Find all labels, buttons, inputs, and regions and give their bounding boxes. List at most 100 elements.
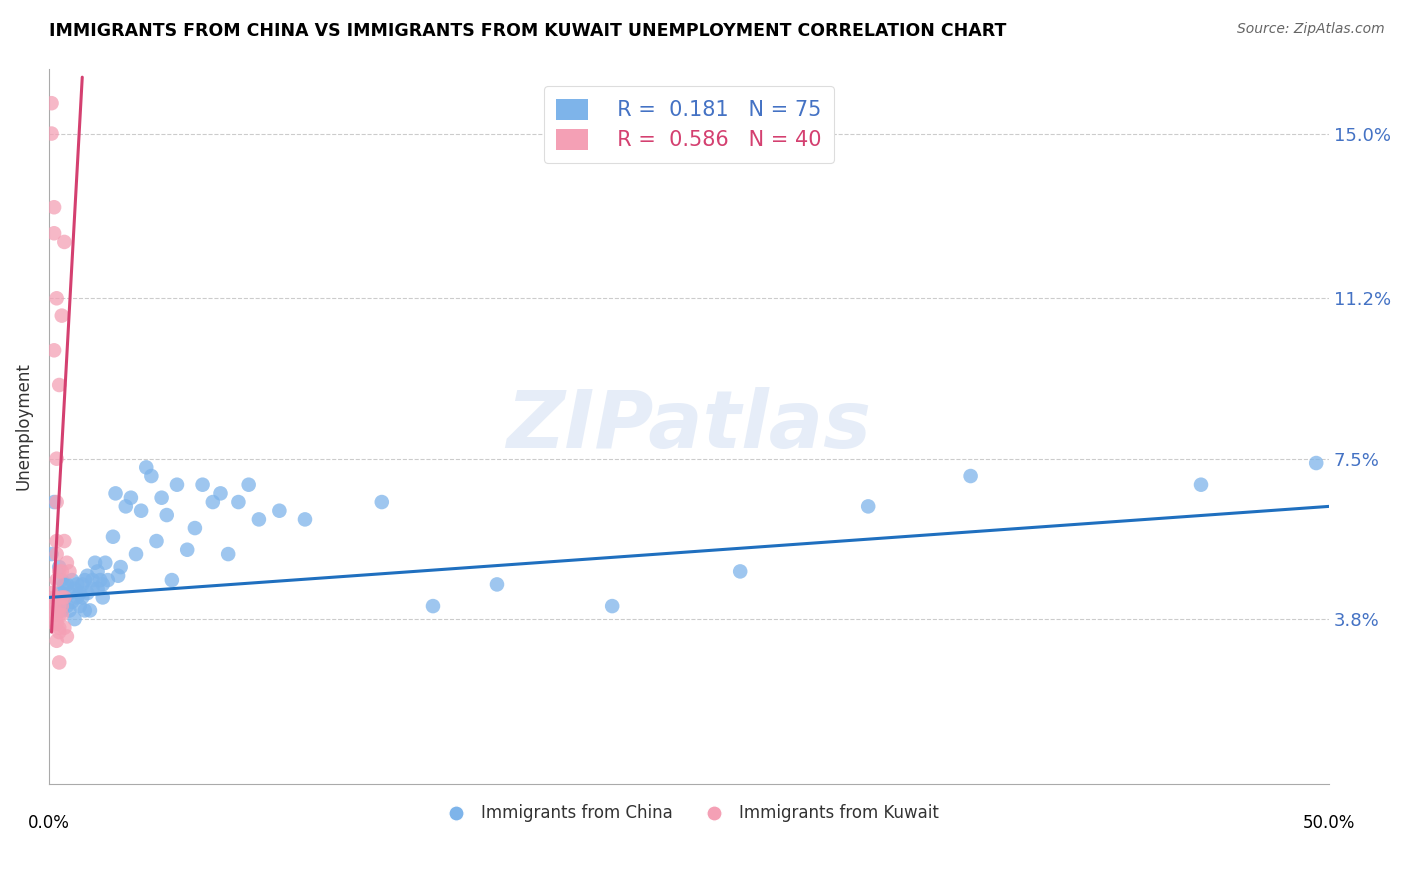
- Point: [51, 603, 73, 617]
- Point: [66, 577, 89, 591]
- Point: [42, 607, 65, 622]
- Point: [82, 573, 104, 587]
- Point: [107, 568, 129, 582]
- Point: [48, 607, 70, 622]
- Point: [72, 577, 94, 591]
- Point: [42, 616, 65, 631]
- Point: [89, 573, 111, 587]
- Text: IMMIGRANTS FROM CHINA VS IMMIGRANTS FROM KUWAIT UNEMPLOYMENT CORRELATION CHART: IMMIGRANTS FROM CHINA VS IMMIGRANTS FROM…: [49, 22, 1007, 40]
- Point: [160, 573, 183, 587]
- Point: [45, 451, 67, 466]
- Point: [69, 586, 91, 600]
- Point: [60, 595, 83, 609]
- Point: [110, 560, 132, 574]
- Point: [73, 573, 96, 587]
- Point: [45, 591, 67, 605]
- Point: [51, 565, 73, 579]
- Point: [48, 656, 70, 670]
- Point: [76, 586, 98, 600]
- Point: [269, 504, 291, 518]
- Point: [45, 633, 67, 648]
- Point: [125, 547, 148, 561]
- Point: [91, 577, 114, 591]
- Point: [42, 227, 65, 241]
- Text: Source: ZipAtlas.com: Source: ZipAtlas.com: [1237, 22, 1385, 37]
- Point: [209, 486, 232, 500]
- Point: [48, 599, 70, 613]
- Point: [73, 603, 96, 617]
- Point: [422, 599, 444, 613]
- Point: [86, 582, 108, 596]
- Point: [45, 616, 67, 631]
- Point: [69, 599, 91, 613]
- Point: [856, 500, 879, 514]
- Point: [66, 591, 89, 605]
- Point: [45, 291, 67, 305]
- Point: [41, 547, 63, 561]
- Point: [63, 582, 86, 596]
- Point: [84, 556, 107, 570]
- Point: [114, 500, 136, 514]
- Point: [58, 586, 80, 600]
- Point: [45, 607, 67, 622]
- Point: [728, 565, 751, 579]
- Point: [56, 630, 79, 644]
- Point: [41, 127, 63, 141]
- Point: [45, 534, 67, 549]
- Point: [1189, 477, 1212, 491]
- Point: [238, 477, 260, 491]
- Point: [79, 603, 101, 617]
- Point: [51, 591, 73, 605]
- Point: [41, 586, 63, 600]
- Point: [1305, 456, 1327, 470]
- Point: [45, 603, 67, 617]
- Point: [60, 573, 83, 587]
- Point: [156, 508, 179, 522]
- Point: [228, 495, 250, 509]
- Point: [91, 591, 114, 605]
- Point: [48, 625, 70, 640]
- Point: [63, 612, 86, 626]
- Point: [42, 343, 65, 358]
- Point: [41, 607, 63, 622]
- Point: [191, 477, 214, 491]
- Point: [97, 573, 120, 587]
- Point: [58, 565, 80, 579]
- Point: [141, 469, 163, 483]
- Point: [86, 565, 108, 579]
- Point: [53, 591, 76, 605]
- Text: 0.0%: 0.0%: [28, 814, 70, 832]
- Point: [485, 577, 508, 591]
- Point: [45, 495, 67, 509]
- Point: [48, 565, 70, 579]
- Point: [41, 96, 63, 111]
- Y-axis label: Unemployment: Unemployment: [15, 362, 32, 490]
- Legend: Immigrants from China, Immigrants from Kuwait: Immigrants from China, Immigrants from K…: [433, 797, 946, 830]
- Point: [48, 621, 70, 635]
- Point: [104, 486, 127, 500]
- Point: [42, 599, 65, 613]
- Point: [76, 568, 98, 582]
- Point: [51, 599, 73, 613]
- Point: [48, 560, 70, 574]
- Point: [600, 599, 623, 613]
- Point: [53, 534, 76, 549]
- Point: [371, 495, 394, 509]
- Point: [53, 591, 76, 605]
- Point: [201, 495, 224, 509]
- Point: [56, 556, 79, 570]
- Point: [41, 595, 63, 609]
- Point: [176, 542, 198, 557]
- Point: [217, 547, 239, 561]
- Point: [48, 586, 70, 600]
- Point: [45, 547, 67, 561]
- Point: [51, 309, 73, 323]
- Point: [150, 491, 173, 505]
- Point: [247, 512, 270, 526]
- Point: [72, 591, 94, 605]
- Point: [135, 460, 157, 475]
- Point: [166, 477, 188, 491]
- Point: [51, 573, 73, 587]
- Point: [120, 491, 142, 505]
- Point: [45, 573, 67, 587]
